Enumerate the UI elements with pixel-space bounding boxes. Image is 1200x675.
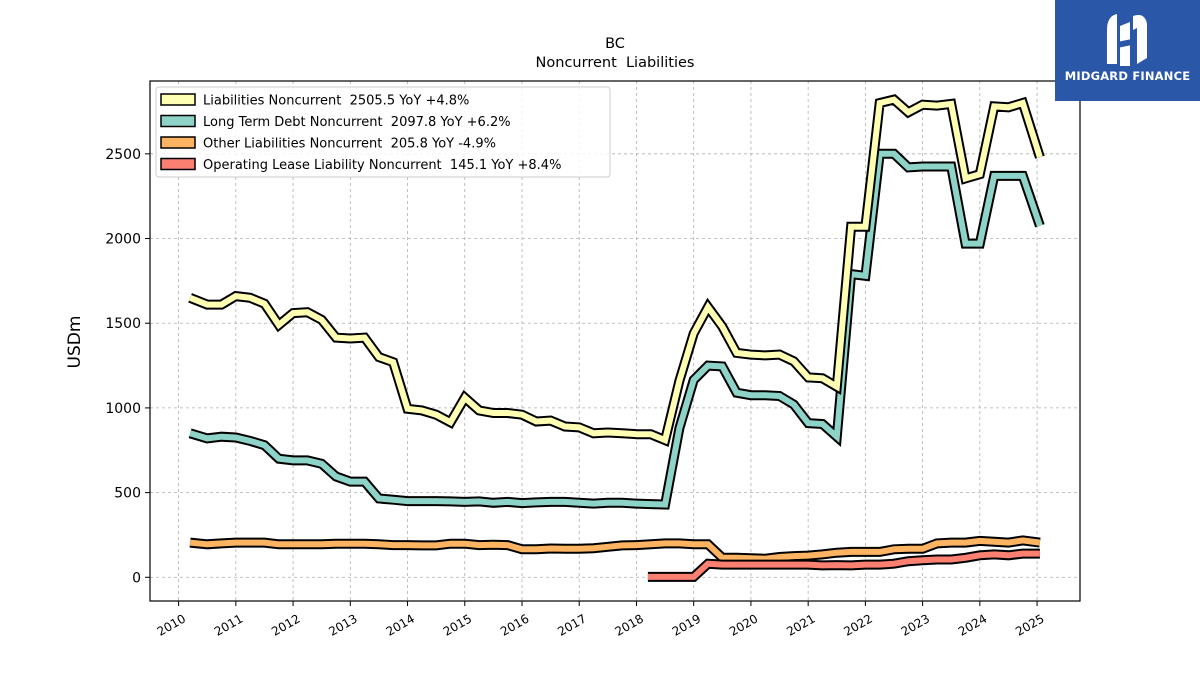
legend-label: Operating Lease Liability Noncurrent 145…: [203, 158, 561, 173]
y-axis: 0 500 1000 1500 2000 2500: [105, 147, 150, 586]
y-tick-label: 500: [114, 486, 141, 502]
series-line-liabilities-noncurrent: [188, 96, 1043, 445]
x-tick-label: 2023: [899, 611, 932, 638]
x-tick-label: 2016: [498, 611, 531, 638]
series-line-other-liabilities-noncurrent: [189, 537, 1041, 562]
y-tick-label: 0: [132, 570, 141, 586]
x-axis: 2010 2011 2012 2013 2014 2015 2016 2017 2018 2019…: [155, 601, 1047, 639]
legend: Liabilities Noncurrent 2505.5 YoY +4.8% L…: [155, 86, 611, 178]
midgard-logo-icon: [1107, 14, 1147, 66]
x-tick-label: 2017: [555, 611, 588, 638]
x-tick-label: 2014: [384, 611, 417, 638]
plot-frame: [149, 80, 1081, 602]
y-axis-label: USDm: [65, 316, 85, 369]
x-tick-label: 2021: [784, 611, 817, 638]
x-tick-label: 2011: [212, 611, 245, 638]
x-tick-label: 2013: [326, 611, 359, 638]
x-tick-label: 2025: [1013, 611, 1046, 638]
y-tick-label: 2500: [105, 147, 141, 163]
legend-label: Other Liabilities Noncurrent 205.8 YoY -…: [203, 137, 496, 152]
chart-subtitle: Noncurrent Liabilities: [536, 55, 695, 71]
x-tick-label: 2019: [670, 611, 703, 638]
logo-text: MIDGARD FINANCE: [1064, 69, 1191, 83]
brand-logo: MIDGARD FINANCE: [1055, 0, 1200, 101]
chart-title: BC: [605, 36, 625, 52]
legend-label: Long Term Debt Noncurrent 2097.8 YoY +6.…: [203, 115, 511, 130]
legend-label: Liabilities Noncurrent 2505.5 YoY +4.8%: [203, 94, 469, 109]
x-tick-label: 2012: [269, 611, 302, 638]
y-tick-label: 1000: [105, 401, 141, 417]
legend-swatch: [160, 93, 196, 106]
y-tick-label: 1500: [105, 316, 141, 332]
series-group: [188, 94, 1045, 582]
legend-box: [155, 86, 611, 178]
series-line-long-term-debt-noncurrent: [189, 150, 1043, 508]
series-outline-long-term-debt-noncurrent: [188, 148, 1045, 510]
x-tick-label: 2015: [441, 611, 474, 638]
y-tick-label: 2000: [105, 232, 141, 248]
legend-swatch: [160, 114, 196, 128]
legend-swatch: [160, 136, 196, 149]
x-tick-label: 2024: [956, 611, 989, 638]
series-line-operating-lease-liability-noncurrent: [647, 550, 1040, 580]
legend-swatch: [160, 157, 196, 171]
x-tick-label: 2010: [155, 611, 188, 638]
x-tick-label: 2018: [613, 611, 646, 638]
x-tick-label: 2020: [727, 611, 760, 638]
x-tick-label: 2022: [841, 611, 874, 638]
